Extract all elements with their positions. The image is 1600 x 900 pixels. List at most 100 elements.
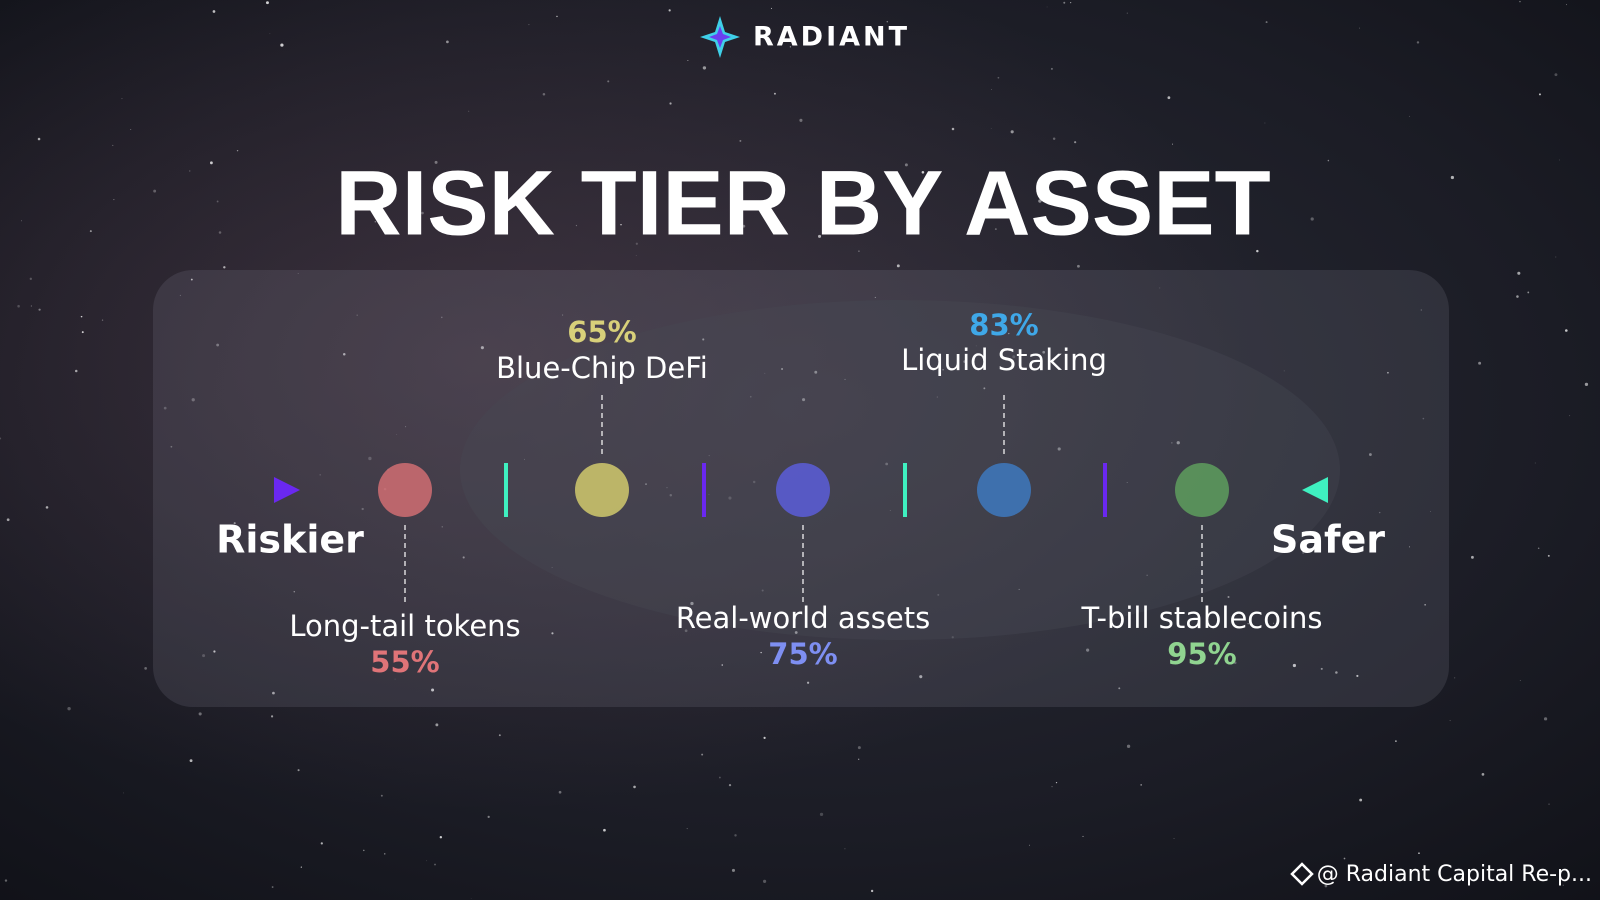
star (1005, 211, 1009, 215)
star (1359, 27, 1360, 29)
star (763, 736, 766, 739)
star (1126, 482, 1128, 483)
star (1008, 332, 1010, 335)
star (702, 66, 707, 70)
star (1395, 740, 1397, 742)
star (990, 127, 992, 129)
star (1538, 93, 1541, 96)
star (265, 1, 269, 5)
star (1418, 852, 1420, 855)
star (236, 149, 239, 152)
star (1070, 2, 1072, 4)
star (1543, 717, 1548, 721)
tier-label: Long-tail tokens (289, 609, 520, 643)
star (607, 80, 610, 83)
star (421, 211, 424, 215)
star (441, 526, 443, 528)
star (272, 691, 275, 695)
star (431, 688, 435, 692)
star (833, 200, 835, 202)
star (446, 40, 449, 44)
star (1324, 884, 1328, 888)
star (686, 828, 688, 830)
tier-label: Liquid Staking (901, 343, 1107, 377)
star (889, 509, 891, 511)
star (896, 264, 900, 268)
star (468, 110, 470, 112)
star (1430, 511, 1432, 512)
star (435, 723, 439, 727)
star (248, 537, 250, 539)
star (951, 127, 955, 131)
star (269, 33, 271, 35)
star (179, 294, 181, 296)
star (870, 889, 874, 893)
star (731, 868, 736, 872)
star (498, 734, 501, 737)
star (718, 776, 721, 779)
star (212, 10, 216, 13)
star (874, 296, 876, 298)
tier-value: 83% (969, 308, 1038, 342)
star (818, 234, 822, 238)
tier-dot (378, 463, 432, 517)
star (319, 474, 321, 476)
tier-value: 65% (567, 315, 636, 349)
star (844, 848, 846, 850)
star (4, 879, 8, 882)
star (1283, 370, 1285, 372)
star (1328, 540, 1330, 542)
star (647, 200, 649, 202)
star (1420, 309, 1422, 311)
star (233, 522, 236, 525)
star (857, 746, 861, 750)
star (802, 398, 806, 402)
star (189, 759, 193, 763)
star (1012, 355, 1016, 359)
tier-value: 75% (768, 637, 837, 671)
star (799, 118, 803, 122)
star (1408, 115, 1410, 117)
star (794, 631, 798, 634)
star (426, 860, 428, 862)
watermark: @ Radiant Capital Re-p... (1290, 862, 1592, 887)
star (1052, 137, 1056, 140)
star (1256, 249, 1259, 253)
star (380, 794, 383, 797)
star (668, 9, 671, 12)
tier-value: 55% (370, 645, 439, 679)
star (524, 458, 525, 460)
star (21, 220, 22, 222)
star (806, 681, 810, 684)
star (886, 20, 889, 23)
star (1527, 291, 1530, 294)
star (558, 790, 562, 794)
star (1146, 574, 1148, 576)
star (297, 769, 300, 772)
star (361, 507, 364, 511)
axis-start-label: Riskier (216, 518, 364, 562)
star (123, 792, 124, 794)
star (603, 828, 606, 832)
star (1548, 803, 1550, 805)
star (575, 224, 578, 227)
star (1273, 622, 1275, 624)
star (1519, 680, 1521, 681)
star (728, 496, 732, 500)
star (633, 785, 636, 789)
star (198, 712, 202, 716)
star (1450, 175, 1455, 180)
star (1569, 415, 1571, 417)
star (1171, 442, 1173, 444)
star (733, 206, 735, 208)
star (645, 483, 647, 485)
star (708, 455, 710, 457)
axis-arrow-right (1302, 477, 1328, 503)
logo-star-inner (709, 26, 731, 48)
star (441, 316, 443, 319)
star (1074, 141, 1077, 144)
tier-dot (776, 463, 830, 517)
star (760, 651, 762, 654)
star (620, 223, 622, 226)
star (858, 758, 860, 760)
